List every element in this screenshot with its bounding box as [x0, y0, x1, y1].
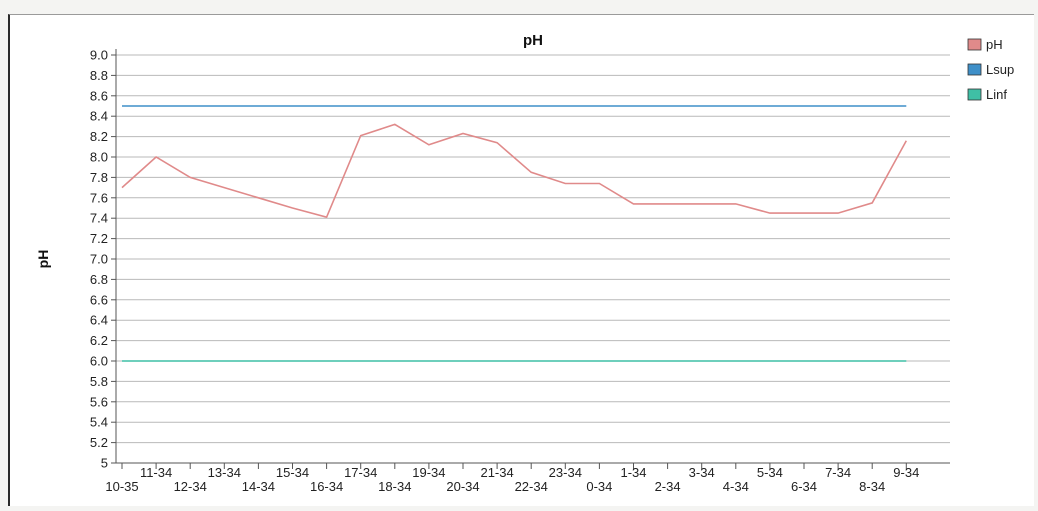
- x-tick-label: 1-34: [620, 465, 646, 480]
- x-tick-label: 5-34: [757, 465, 783, 480]
- x-tick-label: 7-34: [825, 465, 851, 480]
- series-layer: [121, 105, 908, 362]
- legend-swatch: [967, 63, 982, 76]
- y-tick-label: 7.2: [90, 231, 108, 246]
- legend-label: Linf: [986, 87, 1007, 102]
- grid-layer: [111, 49, 950, 469]
- y-tick-label: 6.4: [90, 313, 108, 328]
- y-tick-label: 7.4: [90, 211, 108, 226]
- x-tick-label: 0-34: [586, 479, 612, 494]
- y-tick-label: 8.0: [90, 150, 108, 165]
- x-tick-label: 9-34: [893, 465, 919, 480]
- y-tick-label: 5.6: [90, 394, 108, 409]
- x-tick-label: 20-34: [446, 479, 479, 494]
- y-tick-label: 8.8: [90, 68, 108, 83]
- legend-label: Lsup: [986, 62, 1014, 77]
- y-tick-label: 9.0: [90, 48, 108, 63]
- y-tick-labels: 5 5.2 5.4 5.6 5.8 6.0 6.2 6.4 6.6 6.8 7.0 7.2 7.4 7.6…: [90, 48, 108, 471]
- x-tick-label: 4-34: [723, 479, 749, 494]
- x-tick-label: 16-34: [310, 479, 343, 494]
- legend-label: pH: [986, 37, 1003, 52]
- x-tick-label: 14-34: [242, 479, 275, 494]
- y-axis-title: pH: [35, 250, 51, 269]
- x-tick-label: 18-34: [378, 479, 411, 494]
- x-tick-labels: 10-3511-3412-3413-3414-3415-3416-3417-34…: [105, 465, 919, 494]
- x-tick-label: 15-34: [276, 465, 309, 480]
- x-tick-label: 12-34: [174, 479, 207, 494]
- x-tick-label: 2-34: [655, 479, 681, 494]
- y-tick-label: 6.0: [90, 354, 108, 369]
- x-tick-label: 6-34: [791, 479, 817, 494]
- y-tick-label: 7.6: [90, 190, 108, 205]
- y-tick-label: 5.2: [90, 435, 108, 450]
- x-tick-label: 19-34: [412, 465, 445, 480]
- x-tick-label: 17-34: [344, 465, 377, 480]
- legend: pH Lsup Linf: [967, 37, 1014, 102]
- series-line-ph: [121, 123, 908, 219]
- legend-swatch: [967, 88, 982, 101]
- x-tick-label: 21-34: [480, 465, 513, 480]
- y-tick-label: 8.6: [90, 88, 108, 103]
- x-tick-label: 3-34: [689, 465, 715, 480]
- x-tick-label: 10-35: [105, 479, 138, 494]
- y-tick-label: 6.6: [90, 292, 108, 307]
- x-tick-label: 13-34: [208, 465, 241, 480]
- y-tick-label: 6.8: [90, 272, 108, 287]
- chart-svg: 5 5.2 5.4 5.6 5.8 6.0 6.2 6.4 6.6 6.8 7.0 7.2 7.4 7.6…: [35, 32, 1014, 494]
- x-tick-label: 8-34: [859, 479, 885, 494]
- y-tick-label: 6.2: [90, 333, 108, 348]
- y-tick-label: 5: [101, 456, 108, 471]
- y-tick-label: 5.4: [90, 415, 108, 430]
- legend-swatch: [967, 38, 982, 51]
- x-tick-label: 23-34: [549, 465, 582, 480]
- chart-frame: 5 5.2 5.4 5.6 5.8 6.0 6.2 6.4 6.6 6.8 7.0 7.2 7.4 7.6…: [8, 14, 1034, 506]
- y-tick-label: 7.8: [90, 170, 108, 185]
- y-tick-label: 5.8: [90, 374, 108, 389]
- y-tick-label: 7.0: [90, 252, 108, 267]
- y-tick-label: 8.4: [90, 109, 108, 124]
- x-tick-label: 11-34: [140, 465, 172, 480]
- x-tick-label: 22-34: [515, 479, 548, 494]
- y-tick-label: 8.2: [90, 129, 108, 144]
- chart-title: pH: [523, 32, 543, 49]
